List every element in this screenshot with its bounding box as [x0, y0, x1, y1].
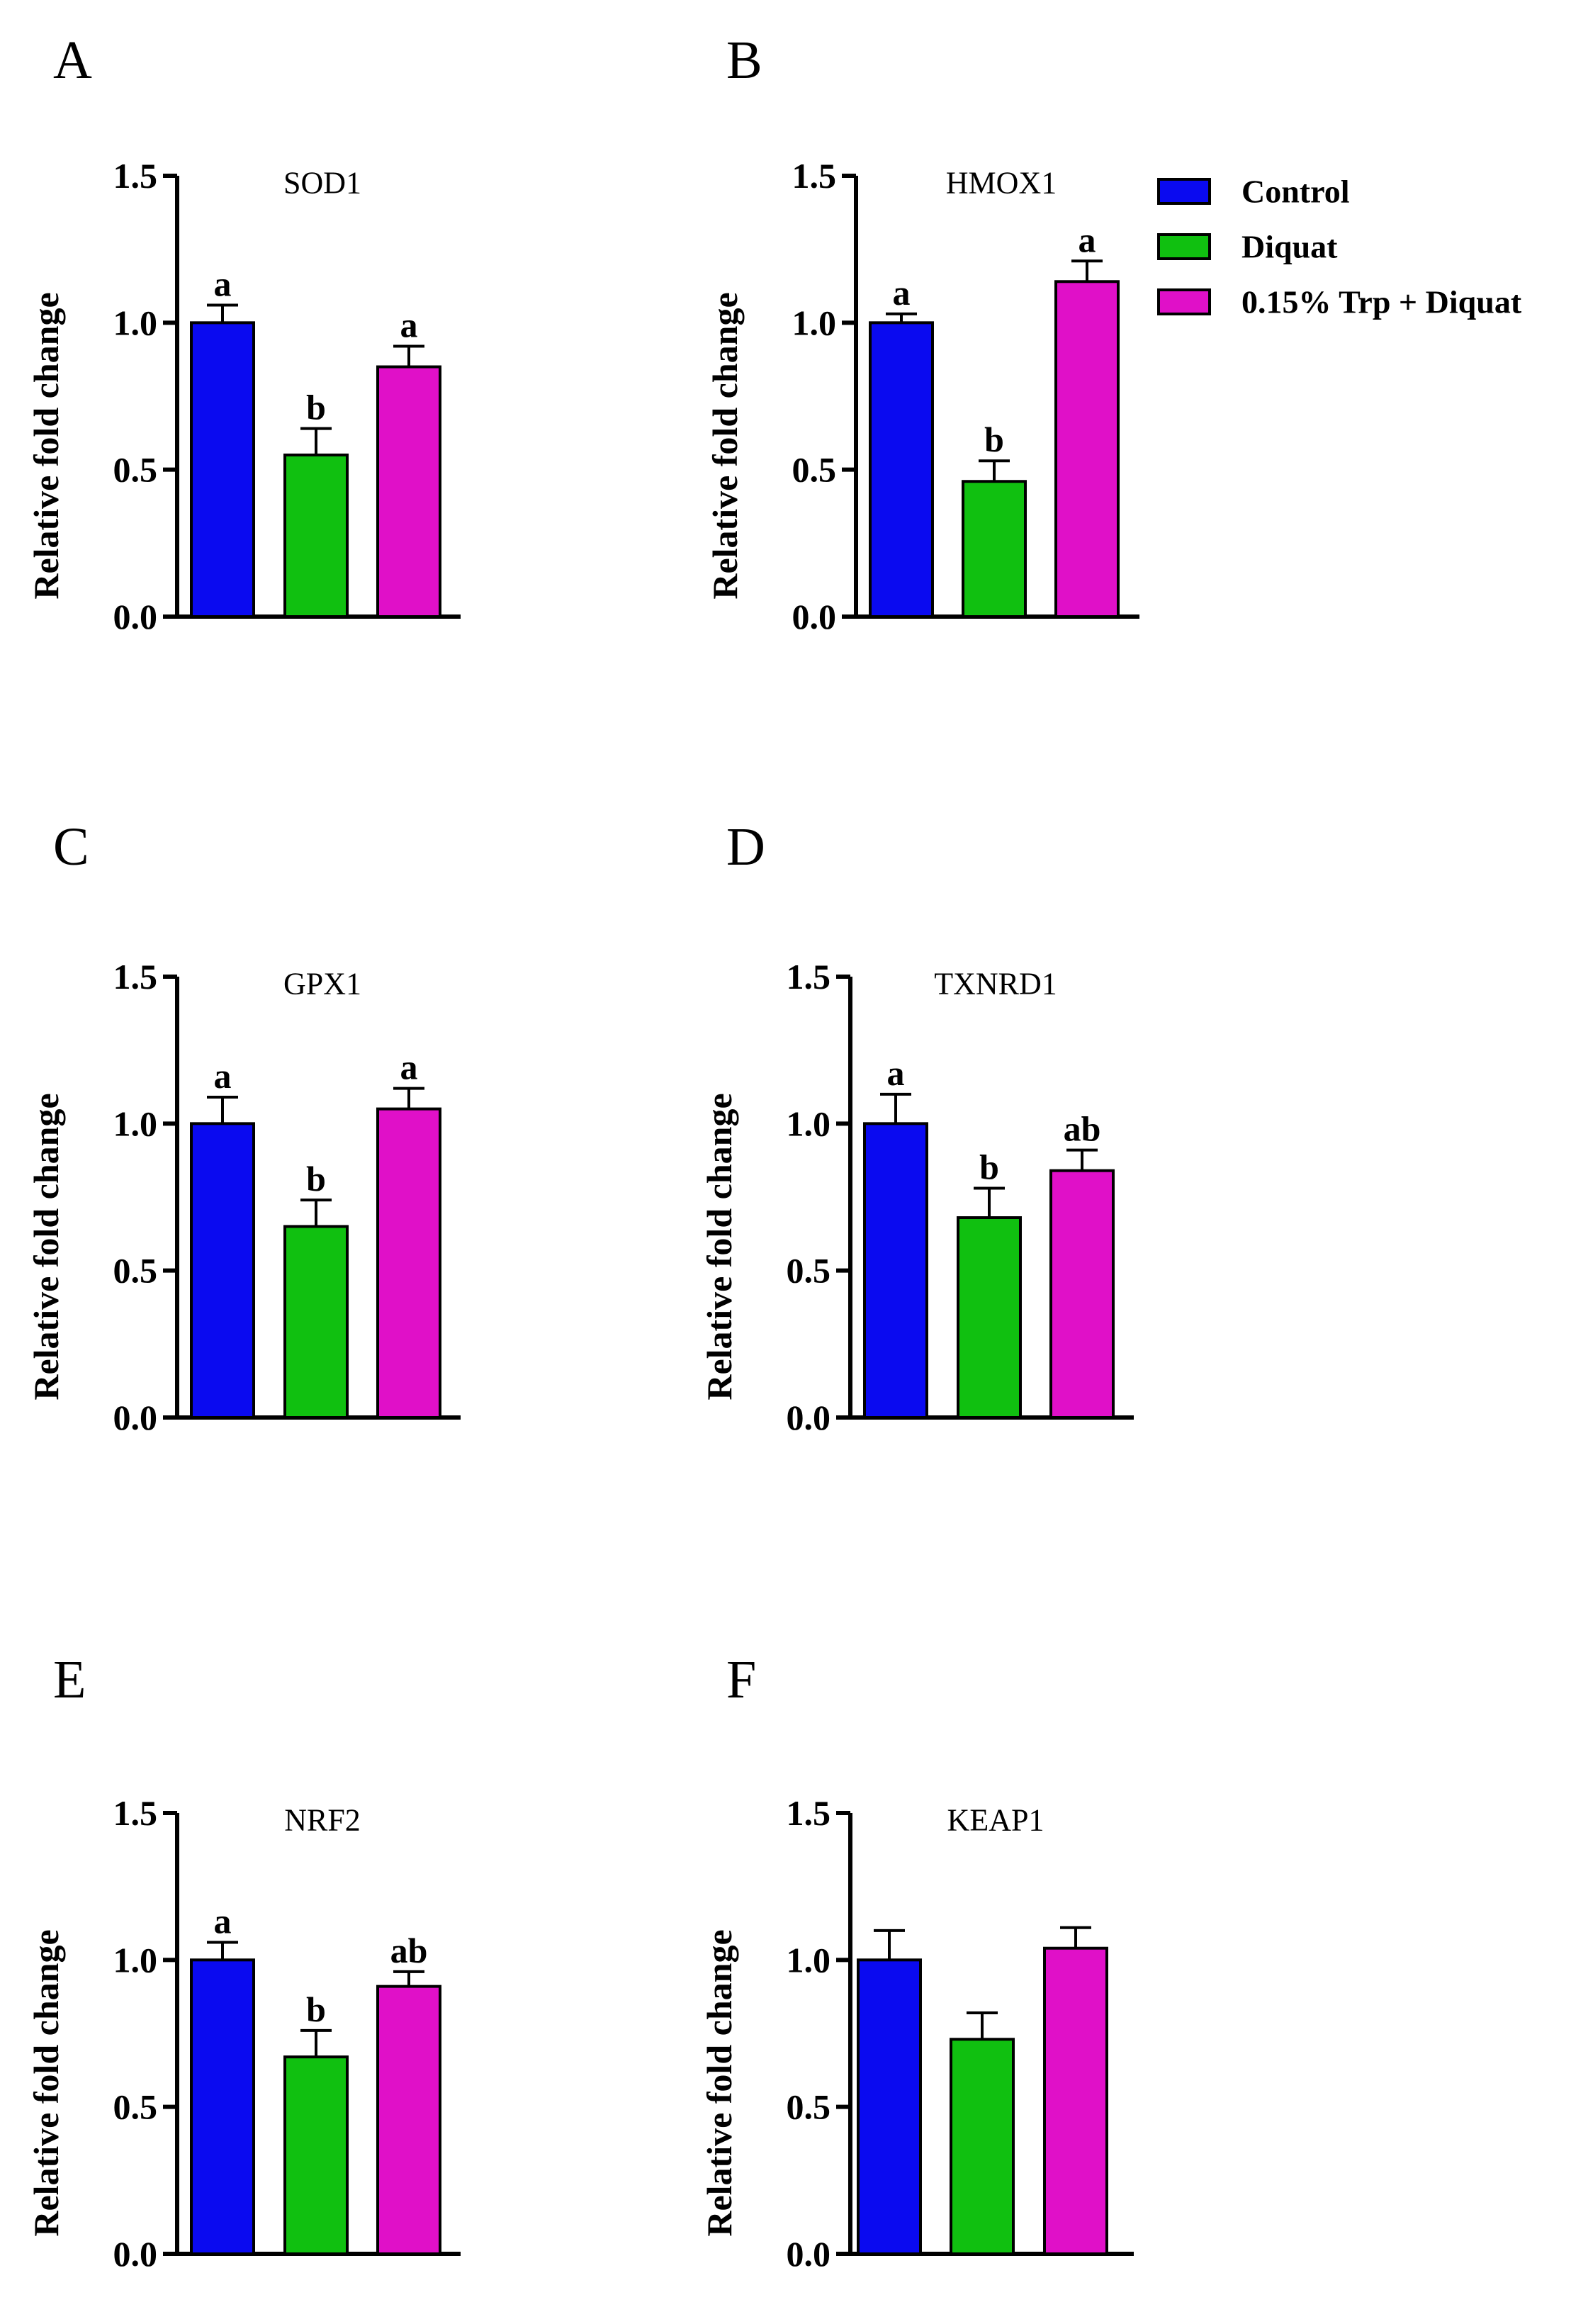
y-tick-label: 1.5: [113, 957, 158, 997]
bar: [863, 1122, 928, 1420]
chart-panel-d: D 0.0 0.5 1.0 1.5 Relative fold change TXNRD1 a…: [699, 817, 1134, 1437]
significance-label: a: [887, 1053, 905, 1093]
y-tick-label: 1.0: [787, 1940, 831, 1980]
chart-title: SOD1: [283, 166, 361, 201]
chart-title: TXNRD1: [934, 967, 1057, 1001]
panel-letter-a: A: [53, 30, 92, 90]
bar: [857, 1958, 922, 2255]
bar: [376, 365, 441, 618]
bar: [283, 1225, 349, 1419]
y-tick-label: 1.0: [113, 303, 158, 342]
bar: [957, 1216, 1022, 1419]
y-tick-label: 0.5: [113, 1251, 158, 1291]
panel-letter-b: B: [726, 30, 762, 90]
chart-panel-a: A 0.0 0.5 1.0 1.5 Relative fold change SOD1 a b a: [26, 30, 461, 636]
chart-title: HMOX1: [946, 166, 1057, 201]
bar: [1054, 280, 1120, 618]
chart-panel-c: C 0.0 0.5 1.0 1.5 Relative fold change GPX1 a b a: [26, 817, 461, 1437]
y-axis-label: Relative fold change: [26, 1093, 66, 1400]
significance-label: b: [984, 420, 1004, 459]
chart-title: NRF2: [284, 1803, 361, 1838]
y-tick-label: 0.5: [113, 450, 158, 490]
bar: [962, 480, 1027, 619]
significance-label: b: [306, 388, 326, 427]
chart-panel-f: F 0.0 0.5 1.0 1.5 Relative fold change KEAP1: [699, 1650, 1134, 2274]
legend-label: 0.15% Trp + Diquat: [1241, 284, 1522, 320]
y-tick-label: 1.0: [787, 1104, 831, 1143]
y-axis-label: Relative fold change: [699, 1929, 739, 2236]
significance-label: b: [979, 1147, 999, 1187]
y-tick-label: 1.0: [113, 1940, 158, 1980]
significance-label: a: [893, 273, 911, 313]
y-tick-label: 0.0: [113, 597, 158, 636]
legend-label: Diquat: [1241, 229, 1338, 265]
bar: [283, 2055, 349, 2255]
bar: [950, 2038, 1015, 2255]
significance-label: a: [1079, 220, 1096, 259]
y-tick-label: 0.0: [787, 2234, 831, 2274]
y-tick-label: 0.5: [113, 2087, 158, 2127]
y-tick-label: 0.0: [113, 1398, 158, 1437]
significance-label: ab: [1064, 1109, 1101, 1149]
y-tick-label: 0.5: [787, 1251, 831, 1291]
panel-letter-e: E: [53, 1650, 86, 1710]
legend: Control Diquat 0.15% Trp + Diquat: [1157, 174, 1522, 320]
y-tick-label: 1.5: [792, 156, 837, 196]
significance-label: a: [214, 1056, 232, 1096]
panel-letter-d: D: [726, 817, 765, 877]
bar: [376, 1107, 441, 1419]
y-axis-label: Relative fold change: [699, 1093, 739, 1400]
chart-panel-b: B 0.0 0.5 1.0 1.5 Relative fold change HMOX1 a b…: [705, 30, 1139, 636]
y-tick-label: 1.0: [792, 303, 837, 342]
bar: [1043, 1946, 1108, 2255]
bar: [869, 321, 934, 618]
panel-letter-c: C: [53, 817, 89, 877]
legend-swatch: [1157, 178, 1211, 205]
y-axis-label: Relative fold change: [705, 292, 745, 599]
y-tick-label: 0.5: [787, 2087, 831, 2127]
significance-label: a: [214, 1901, 232, 1941]
bar: [190, 1122, 255, 1420]
legend-label: Control: [1241, 174, 1350, 210]
significance-label: a: [400, 305, 418, 345]
y-tick-label: 0.0: [113, 2234, 158, 2274]
y-axis-label: Relative fold change: [26, 1929, 66, 2236]
bar: [376, 1985, 441, 2255]
y-tick-label: 1.5: [787, 957, 831, 997]
bar: [190, 321, 255, 618]
significance-label: a: [214, 264, 232, 303]
y-tick-label: 0.5: [792, 450, 837, 490]
y-tick-label: 0.0: [787, 1398, 831, 1437]
y-tick-label: 1.5: [113, 156, 158, 196]
y-tick-label: 0.0: [792, 597, 837, 636]
significance-label: a: [400, 1048, 418, 1087]
significance-label: ab: [390, 1931, 428, 1970]
y-axis-label: Relative fold change: [26, 292, 66, 599]
chart-title: GPX1: [283, 967, 361, 1001]
panel-letter-f: F: [726, 1650, 756, 1710]
y-tick-label: 1.5: [113, 1793, 158, 1833]
bar: [1049, 1169, 1115, 1420]
legend-swatch: [1157, 288, 1211, 315]
chart-title: KEAP1: [947, 1803, 1044, 1838]
legend-swatch: [1157, 233, 1211, 260]
significance-label: b: [306, 1159, 326, 1199]
significance-label: b: [306, 1989, 326, 2029]
y-tick-label: 1.0: [113, 1104, 158, 1143]
bar: [283, 453, 349, 619]
y-tick-label: 1.5: [787, 1793, 831, 1833]
bar: [190, 1958, 255, 2255]
